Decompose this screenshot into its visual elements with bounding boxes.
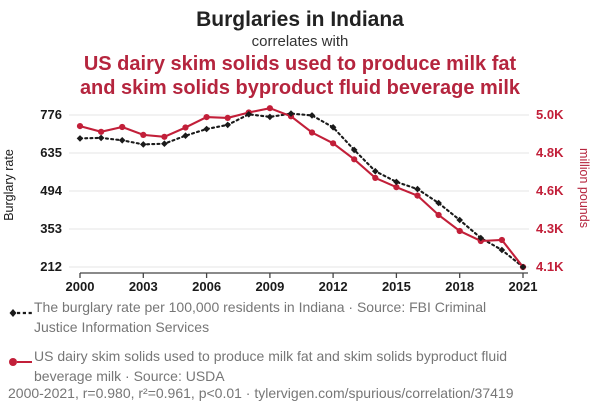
svg-text:2012: 2012 xyxy=(319,279,348,294)
svg-text:776: 776 xyxy=(40,107,62,122)
svg-text:2015: 2015 xyxy=(382,279,411,294)
svg-text:2018: 2018 xyxy=(445,279,474,294)
svg-text:2006: 2006 xyxy=(192,279,221,294)
svg-text:4.6K: 4.6K xyxy=(536,183,564,198)
svg-text:2000: 2000 xyxy=(66,279,95,294)
svg-text:4.8K: 4.8K xyxy=(536,145,564,160)
svg-text:4.3K: 4.3K xyxy=(536,221,564,236)
svg-text:4.1K: 4.1K xyxy=(536,259,564,274)
svg-text:635: 635 xyxy=(40,145,62,160)
svg-text:353: 353 xyxy=(40,221,62,236)
svg-text:5.0K: 5.0K xyxy=(536,107,564,122)
svg-text:212: 212 xyxy=(40,259,62,274)
svg-text:2003: 2003 xyxy=(129,279,158,294)
svg-text:2021: 2021 xyxy=(509,279,538,294)
svg-text:494: 494 xyxy=(40,183,62,198)
svg-text:2009: 2009 xyxy=(255,279,284,294)
